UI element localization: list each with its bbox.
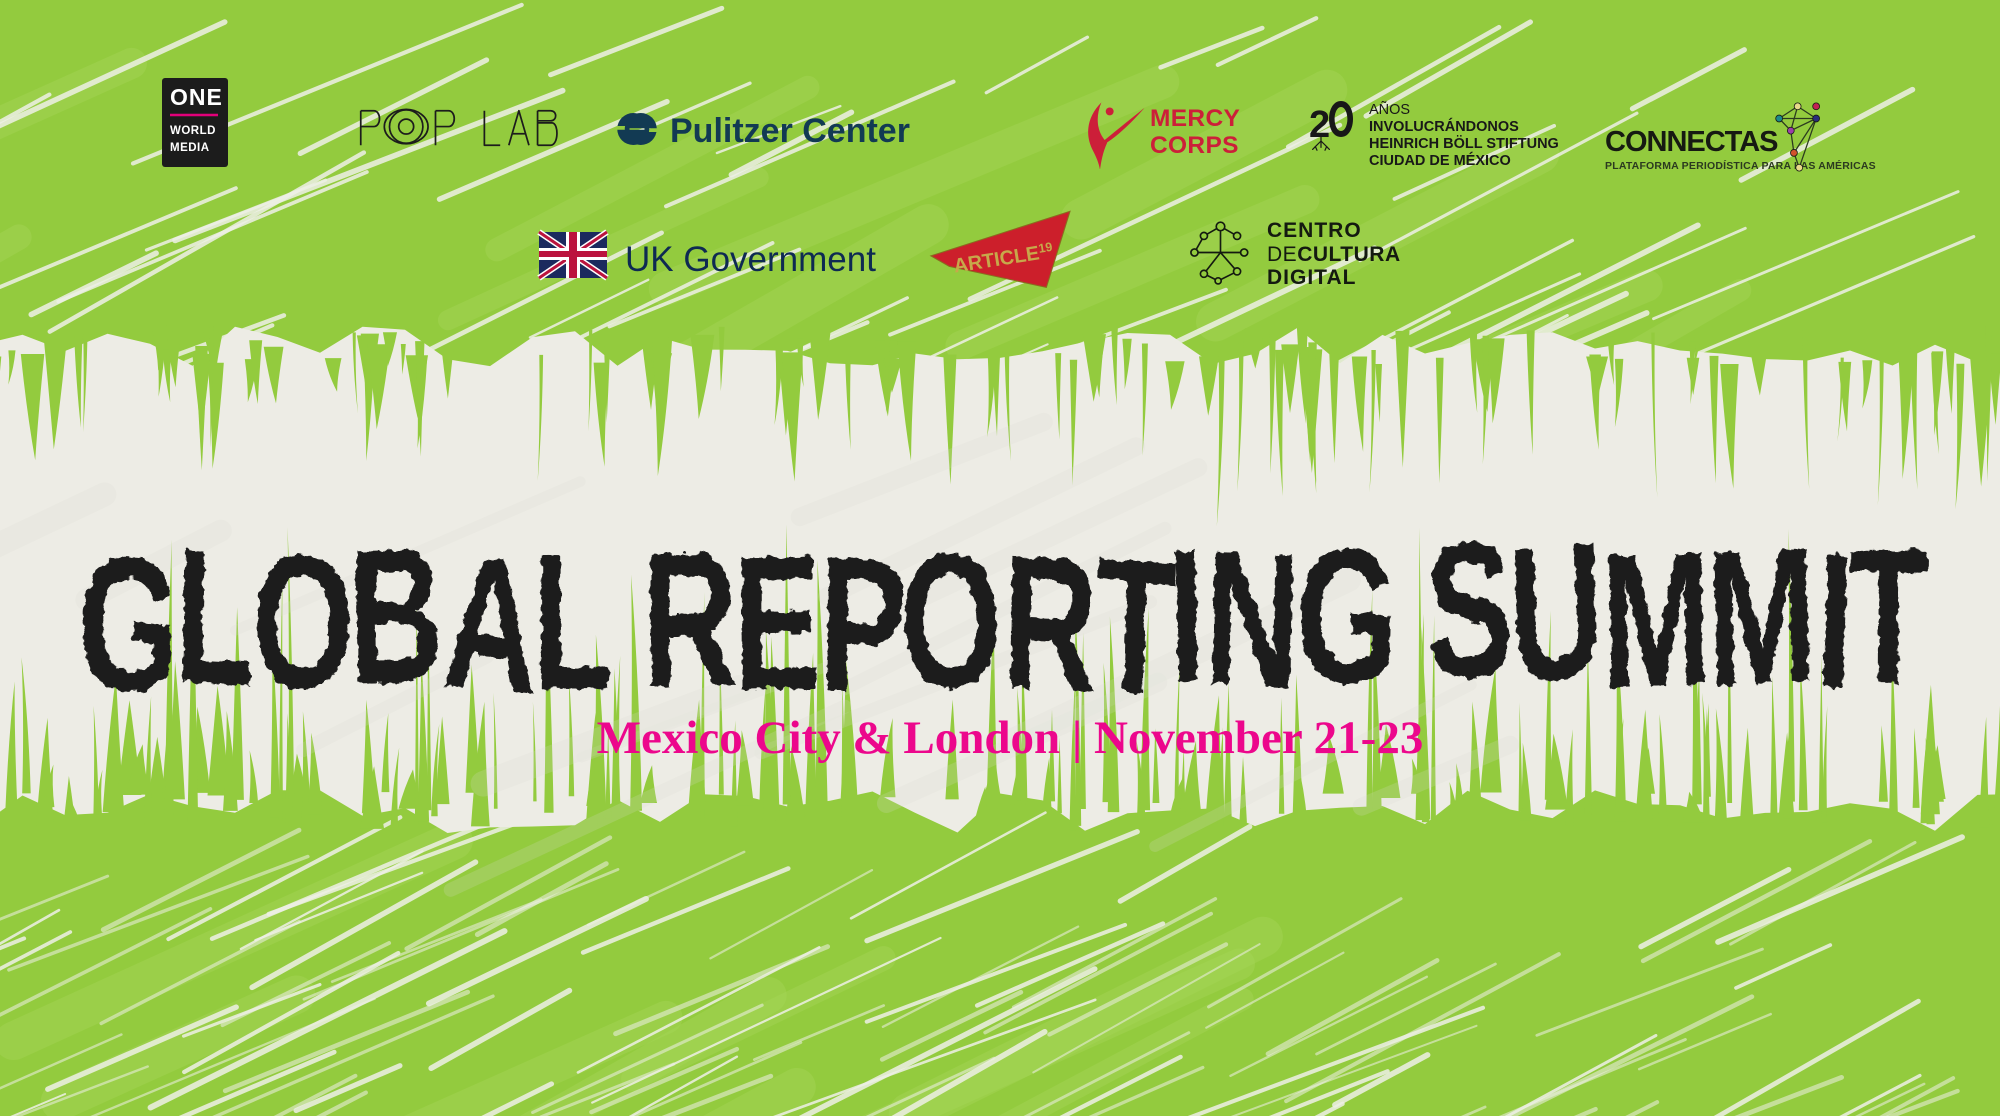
svg-text:Pulitzer Center: Pulitzer Center — [670, 112, 910, 150]
svg-text:2: 2 — [1309, 104, 1330, 146]
svg-text:WORLD: WORLD — [170, 125, 216, 137]
svg-text:MERCY: MERCY — [1150, 105, 1240, 132]
svg-text:ONE: ONE — [170, 84, 223, 110]
svg-text:MEDIA: MEDIA — [170, 142, 210, 154]
svg-text:UK Government: UK Government — [625, 240, 876, 279]
svg-text:CORPS: CORPS — [1150, 132, 1239, 159]
